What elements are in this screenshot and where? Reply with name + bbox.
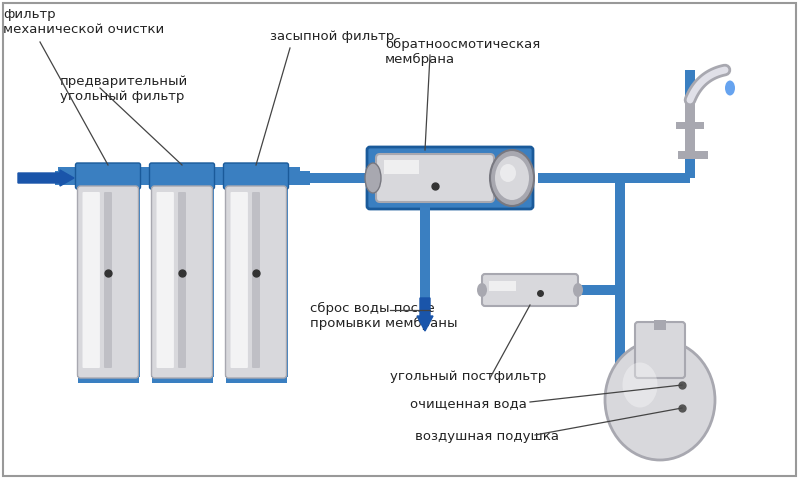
FancyBboxPatch shape [75, 163, 141, 189]
Text: фильтр
механической очистки: фильтр механической очистки [3, 8, 164, 36]
FancyBboxPatch shape [226, 186, 286, 378]
FancyBboxPatch shape [376, 154, 494, 202]
FancyBboxPatch shape [151, 186, 213, 378]
Text: обратноосмотическая
мембрана: обратноосмотическая мембрана [385, 38, 540, 66]
Bar [58, 167, 300, 185]
FancyBboxPatch shape [635, 322, 685, 378]
Text: очищенная вода: очищенная вода [410, 397, 527, 410]
Ellipse shape [573, 283, 583, 297]
FancyBboxPatch shape [150, 163, 214, 189]
Bar [620, 285, 622, 295]
Bar [225, 187, 230, 377]
Bar [78, 377, 138, 383]
Bar [282, 187, 287, 377]
FancyBboxPatch shape [223, 163, 289, 189]
Bar [295, 173, 370, 183]
Ellipse shape [477, 283, 487, 297]
Ellipse shape [365, 163, 381, 193]
Ellipse shape [495, 156, 529, 200]
Bar [151, 377, 213, 383]
FancyBboxPatch shape [104, 192, 112, 368]
Bar [615, 325, 625, 350]
Bar [654, 320, 666, 330]
Text: угольный постфильтр: угольный постфильтр [390, 370, 546, 383]
Bar [615, 178, 625, 370]
Ellipse shape [725, 81, 735, 96]
FancyBboxPatch shape [82, 192, 100, 368]
Bar [77, 187, 82, 377]
Bar [207, 187, 214, 377]
Bar [575, 285, 620, 295]
Bar [620, 173, 690, 183]
FancyBboxPatch shape [367, 147, 533, 209]
Ellipse shape [622, 362, 658, 408]
FancyBboxPatch shape [157, 192, 174, 368]
FancyBboxPatch shape [252, 192, 260, 368]
Bar [676, 121, 704, 129]
Ellipse shape [500, 164, 516, 182]
Bar [615, 178, 625, 370]
Bar [687, 125, 693, 137]
Bar [226, 377, 286, 383]
Bar [420, 206, 430, 300]
FancyArrow shape [417, 298, 433, 331]
Bar [685, 70, 695, 178]
FancyBboxPatch shape [78, 186, 138, 378]
Text: воздушная подушка: воздушная подушка [415, 430, 559, 443]
Bar [678, 151, 708, 159]
Bar [384, 160, 419, 174]
Bar [150, 187, 157, 377]
Text: засыпной фильтр: засыпной фильтр [270, 30, 394, 43]
Ellipse shape [490, 150, 534, 206]
FancyBboxPatch shape [482, 274, 578, 306]
Bar [55, 171, 310, 185]
Text: предварительный
угольный фильтр: предварительный угольный фильтр [60, 75, 188, 103]
Bar [489, 281, 516, 291]
FancyArrow shape [18, 170, 74, 186]
Bar [685, 100, 695, 155]
Text: сброс воды после
промывки мембраны: сброс воды после промывки мембраны [310, 302, 458, 330]
FancyBboxPatch shape [178, 192, 186, 368]
Ellipse shape [605, 340, 715, 460]
Bar [134, 187, 139, 377]
Bar [538, 173, 620, 183]
Bar [490, 285, 620, 295]
FancyBboxPatch shape [230, 192, 248, 368]
